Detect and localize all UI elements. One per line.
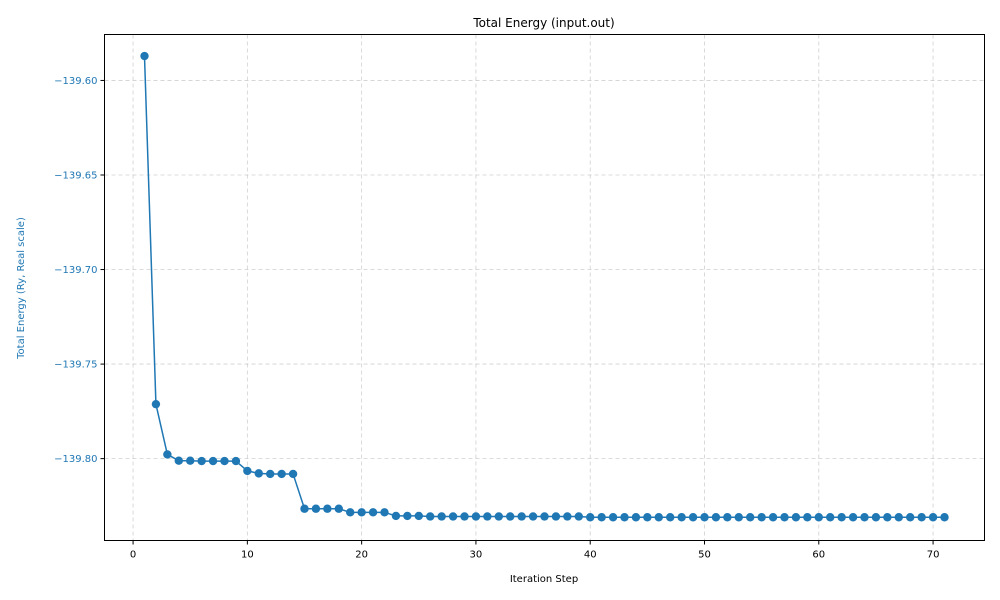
- y-tick-label: −139.75: [54, 360, 97, 371]
- data-point: [186, 456, 195, 465]
- data-point: [826, 513, 835, 522]
- data-point: [300, 504, 309, 513]
- data-point: [597, 513, 606, 522]
- x-tick-label: 10: [241, 550, 254, 561]
- y-axis-ticks: −139.60 −139.65 −139.70 −139.75 −139.80: [54, 76, 105, 465]
- data-point: [883, 513, 892, 522]
- data-point: [734, 513, 743, 522]
- y-tick-label: −139.60: [54, 76, 97, 87]
- data-point: [414, 511, 423, 521]
- data-point: [288, 469, 298, 479]
- data-point: [483, 512, 492, 521]
- x-tick-label: 50: [698, 550, 711, 561]
- data-point: [163, 450, 172, 459]
- data-point: [220, 456, 229, 466]
- grid: [104, 34, 985, 541]
- y-tick-label: −139.65: [54, 170, 97, 181]
- data-point: [391, 511, 401, 521]
- data-point: [620, 513, 629, 522]
- data-point: [906, 513, 915, 522]
- data-point: [688, 513, 698, 522]
- data-point: [494, 512, 503, 521]
- chart-title: Total Energy (input.out): [472, 16, 614, 30]
- data-point: [631, 513, 641, 522]
- data-point: [471, 512, 481, 521]
- data-point: [357, 508, 366, 517]
- x-tick-label: 60: [812, 550, 825, 561]
- y-tick-label: −139.80: [54, 454, 97, 465]
- data-point: [403, 511, 412, 521]
- data-point: [448, 512, 458, 521]
- data-point: [608, 513, 618, 522]
- data-point: [711, 513, 721, 522]
- x-tick-label: 20: [355, 550, 368, 561]
- data-points: [140, 51, 949, 522]
- data-point: [814, 513, 823, 522]
- data-point: [871, 513, 881, 522]
- x-axis-label: Iteration Step: [510, 574, 578, 585]
- y-tick-label: −139.70: [54, 265, 97, 276]
- data-point: [437, 512, 446, 521]
- data-point: [323, 504, 332, 513]
- data-point: [643, 513, 652, 522]
- data-point: [277, 469, 286, 479]
- data-point: [940, 513, 949, 522]
- data-point: [791, 513, 801, 522]
- data-point: [780, 513, 789, 522]
- data-point: [666, 513, 675, 522]
- data-point: [368, 508, 378, 517]
- data-point: [746, 513, 755, 522]
- data-point: [208, 456, 218, 466]
- data-point: [757, 513, 766, 522]
- data-point: [460, 512, 469, 521]
- data-point: [426, 512, 435, 521]
- data-point: [528, 512, 538, 521]
- data-point: [894, 513, 903, 522]
- data-point: [586, 513, 595, 522]
- data-point: [848, 513, 858, 522]
- data-point: [768, 513, 778, 522]
- x-tick-label: 70: [927, 550, 940, 561]
- data-point: [551, 512, 561, 521]
- data-point: [860, 513, 869, 522]
- data-point: [574, 512, 583, 521]
- data-point: [723, 513, 732, 522]
- data-point: [197, 456, 206, 466]
- data-point: [563, 512, 572, 521]
- x-axis-ticks: 0 10 20 30 40 50 60 70: [130, 540, 940, 561]
- data-point: [917, 513, 926, 522]
- data-point: [540, 512, 549, 521]
- data-point: [380, 508, 389, 517]
- data-point: [506, 512, 515, 521]
- data-point: [140, 51, 149, 61]
- data-point: [803, 513, 812, 522]
- data-point: [311, 504, 321, 513]
- data-point: [334, 504, 343, 513]
- data-point: [231, 456, 241, 466]
- y-axis-label: Total Energy (Ry, Real scale): [16, 217, 27, 360]
- data-point: [928, 513, 938, 522]
- plot-frame: [104, 34, 985, 541]
- data-point: [266, 469, 275, 479]
- x-tick-label: 0: [130, 550, 136, 561]
- data-point: [243, 466, 252, 476]
- data-point: [346, 508, 355, 517]
- data-point: [517, 512, 526, 521]
- data-point: [174, 456, 183, 465]
- data-point: [151, 399, 161, 409]
- data-point: [837, 513, 846, 522]
- x-tick-label: 30: [470, 550, 483, 561]
- x-tick-label: 40: [584, 550, 597, 561]
- data-point: [677, 513, 686, 522]
- data-point: [654, 513, 663, 522]
- data-point: [700, 513, 709, 522]
- data-point: [254, 469, 263, 478]
